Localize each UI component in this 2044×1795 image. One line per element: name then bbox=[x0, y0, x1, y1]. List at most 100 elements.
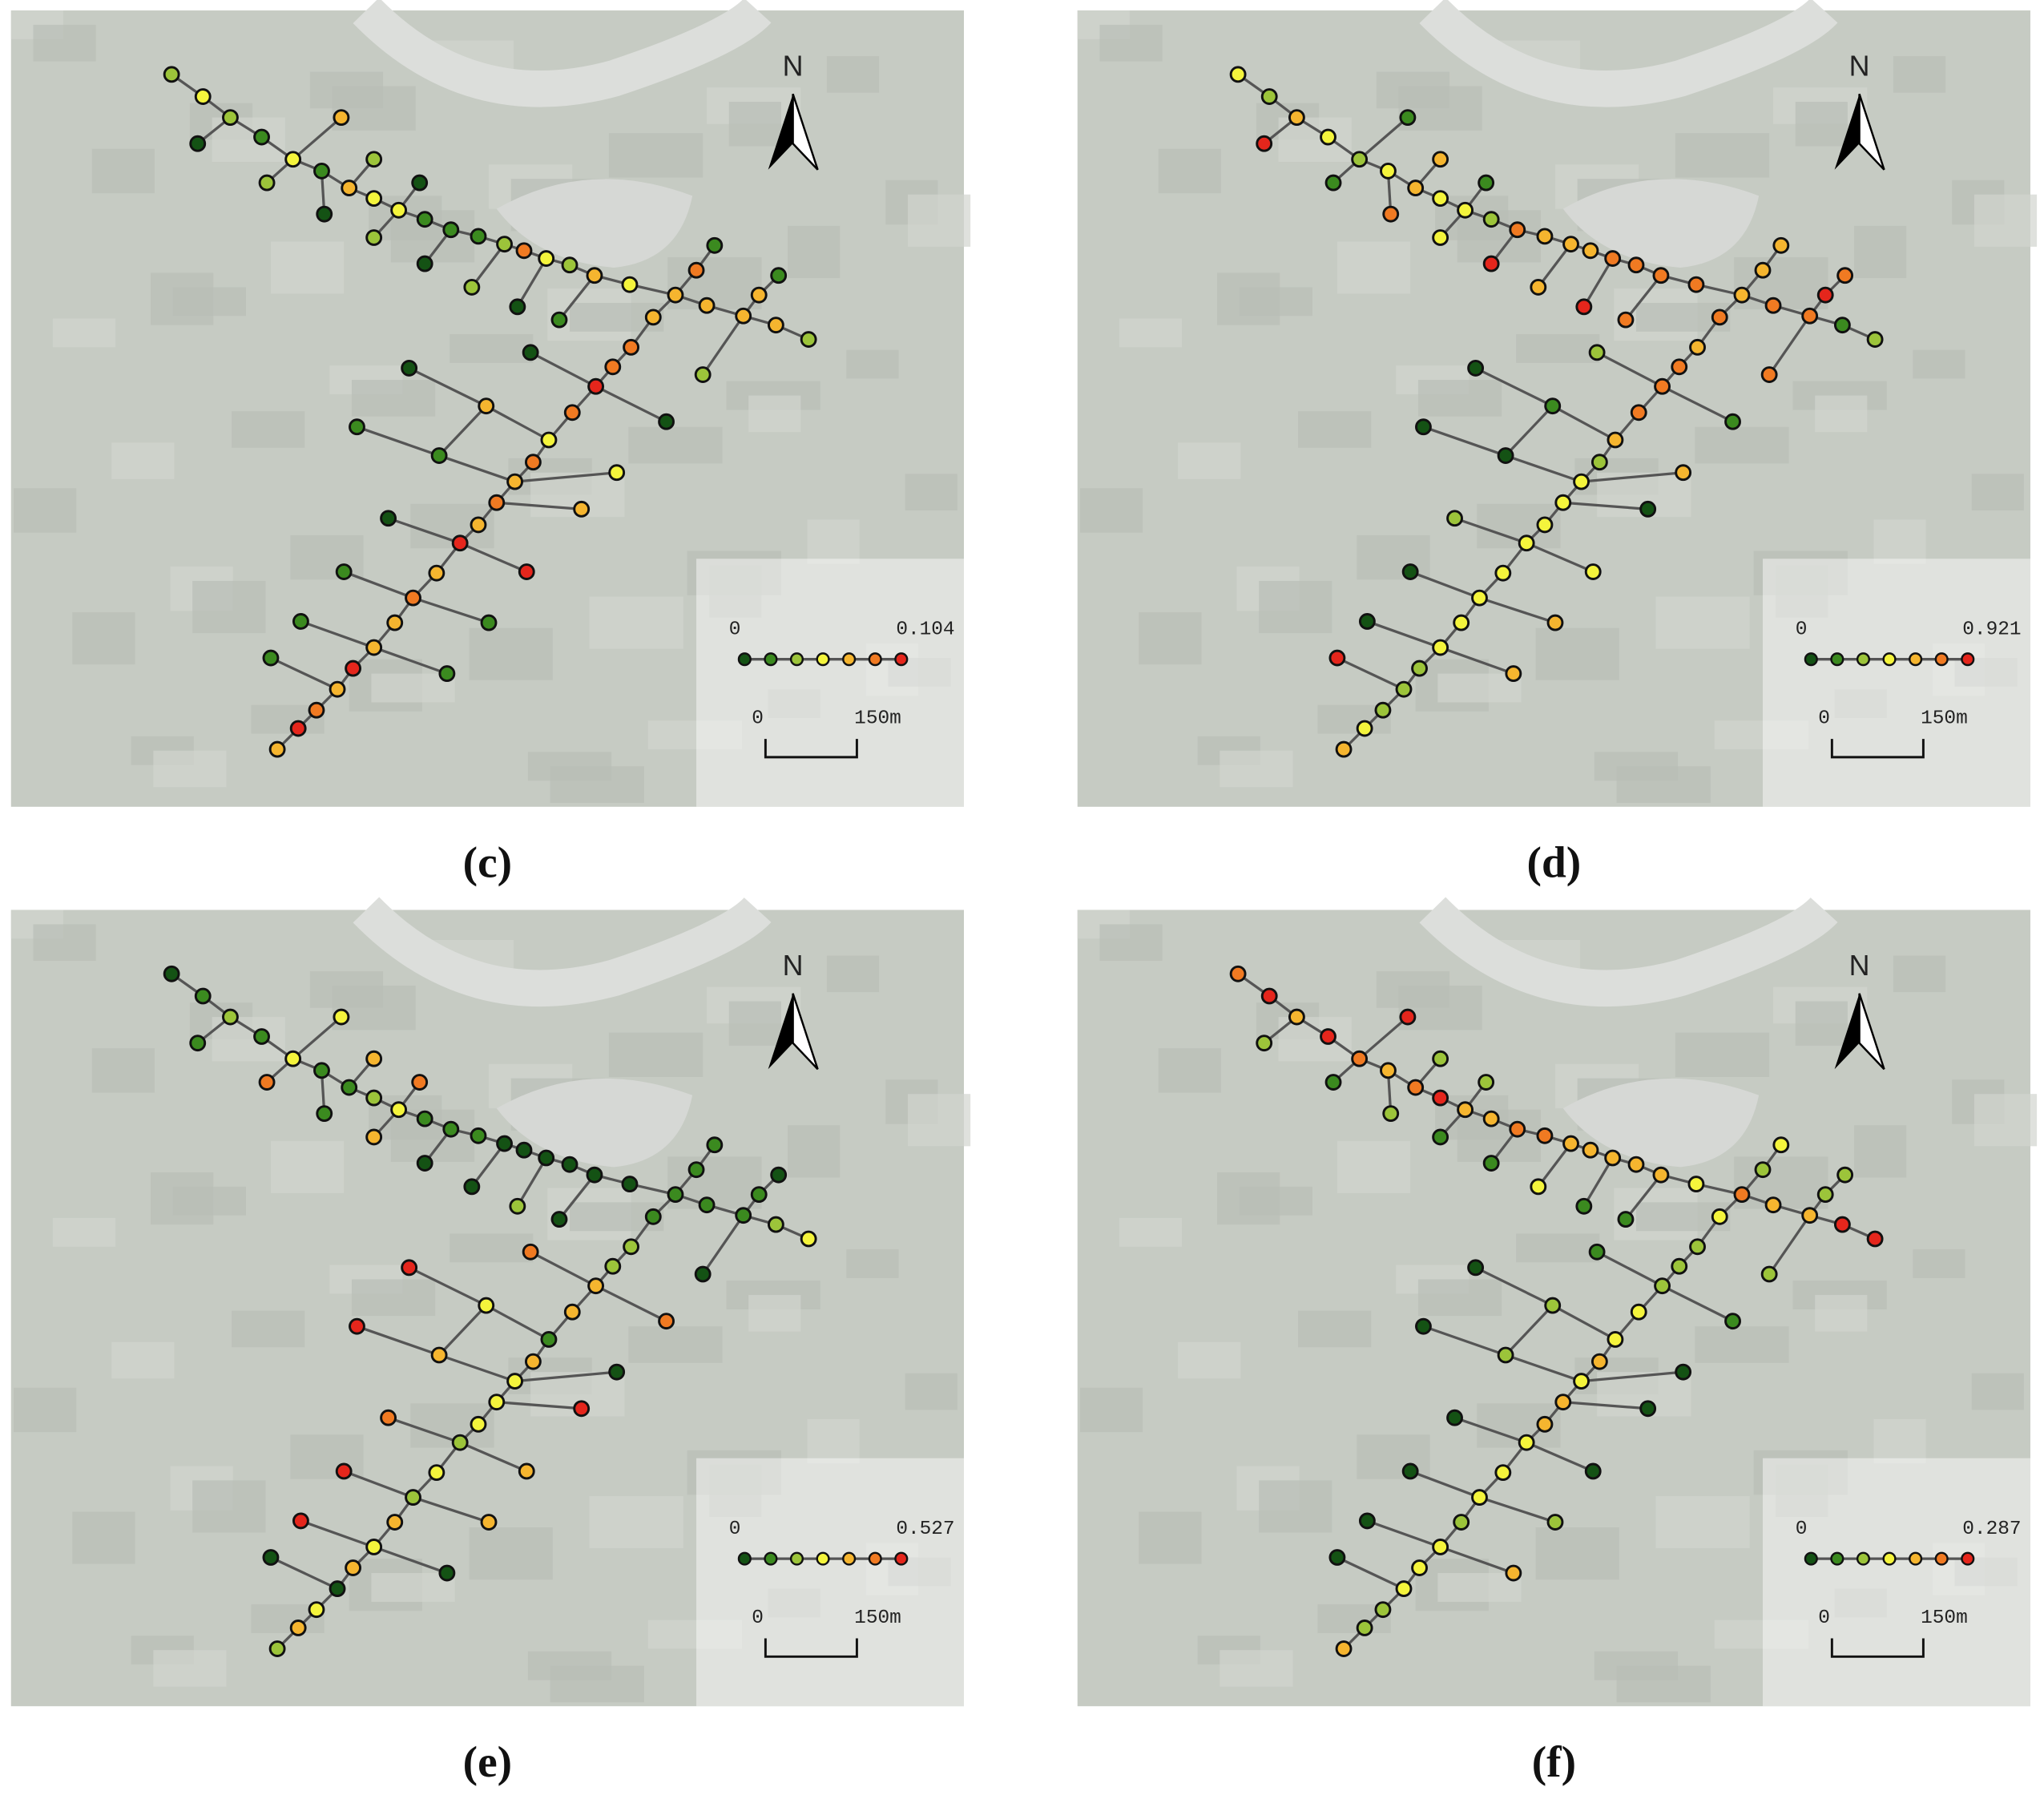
network-edge bbox=[1551, 1304, 1616, 1341]
station-node bbox=[345, 1559, 362, 1576]
building-block bbox=[667, 1156, 762, 1209]
building-block bbox=[232, 1310, 305, 1348]
station-node bbox=[1639, 500, 1657, 518]
legend-dot bbox=[1934, 652, 1949, 667]
station-node bbox=[470, 1127, 487, 1144]
station-node bbox=[1652, 1166, 1670, 1184]
station-node bbox=[335, 563, 353, 580]
station-node bbox=[416, 1110, 433, 1127]
station-node bbox=[623, 1238, 640, 1256]
station-node bbox=[1573, 473, 1590, 490]
station-node bbox=[1374, 1601, 1392, 1619]
station-node bbox=[1453, 614, 1470, 631]
network-edge bbox=[1366, 619, 1441, 649]
station-node bbox=[1407, 1079, 1425, 1096]
station-node bbox=[335, 1462, 353, 1480]
station-node bbox=[1288, 1008, 1305, 1026]
building-block bbox=[1357, 534, 1430, 580]
network-edge bbox=[1526, 542, 1594, 574]
lake bbox=[496, 1078, 693, 1168]
scale-min: 0 bbox=[1818, 708, 1830, 730]
building-block bbox=[172, 1186, 247, 1216]
station-node bbox=[1866, 1230, 1884, 1248]
map-panel: N 0 0.287 0 150m (f) bbox=[1077, 897, 2038, 1786]
station-node bbox=[329, 680, 346, 698]
network-edge bbox=[1409, 1470, 1481, 1499]
station-node bbox=[1358, 613, 1376, 630]
station-node bbox=[515, 242, 533, 260]
station-node bbox=[1356, 720, 1373, 737]
station-node bbox=[1607, 1331, 1624, 1348]
network-edge bbox=[558, 1174, 596, 1220]
station-node bbox=[540, 431, 558, 449]
scale-min: 0 bbox=[752, 708, 764, 730]
station-node bbox=[1288, 109, 1305, 127]
station-node bbox=[698, 296, 716, 314]
station-node bbox=[1687, 276, 1705, 293]
network-edge bbox=[1505, 1353, 1582, 1383]
station-node bbox=[1432, 1539, 1449, 1555]
station-node bbox=[380, 510, 397, 527]
building-block bbox=[1971, 1373, 2024, 1410]
station-node bbox=[800, 1230, 817, 1248]
station-node bbox=[1256, 135, 1273, 152]
station-node bbox=[189, 1035, 207, 1052]
station-node bbox=[1351, 1050, 1369, 1067]
legend-min: 0 bbox=[1796, 619, 1808, 641]
station-node bbox=[1432, 1089, 1449, 1107]
network-edge bbox=[1661, 1285, 1734, 1323]
legend-dot bbox=[1856, 652, 1871, 667]
building-block bbox=[647, 1620, 743, 1649]
station-node bbox=[1562, 236, 1579, 253]
station-node bbox=[365, 229, 383, 246]
station-node bbox=[561, 256, 579, 274]
station-node bbox=[1497, 447, 1514, 464]
station-node bbox=[1415, 418, 1432, 436]
legend-dot bbox=[1882, 652, 1897, 667]
station-node bbox=[1711, 1208, 1728, 1225]
station-node bbox=[509, 298, 526, 316]
building-block bbox=[1336, 241, 1411, 294]
building-block bbox=[1417, 1279, 1502, 1317]
legend-max: 0.527 bbox=[896, 1519, 954, 1540]
station-node bbox=[1358, 1512, 1376, 1530]
station-node bbox=[1229, 66, 1247, 83]
north-arrow-right bbox=[792, 93, 819, 171]
north-arrow-left bbox=[768, 94, 793, 170]
network-edge bbox=[1504, 1304, 1554, 1357]
scale-min: 0 bbox=[1818, 1607, 1830, 1629]
station-node bbox=[1833, 1216, 1851, 1233]
building-block bbox=[1734, 1156, 1828, 1209]
building-block bbox=[1854, 225, 1907, 278]
station-node bbox=[1544, 397, 1562, 415]
network-edge bbox=[514, 471, 617, 483]
building-block bbox=[608, 1032, 704, 1077]
building-block bbox=[1776, 565, 1828, 618]
station-node bbox=[1724, 1313, 1741, 1330]
building-block bbox=[1516, 1233, 1600, 1263]
building-block bbox=[1259, 580, 1332, 634]
network-edge bbox=[438, 454, 516, 483]
station-node bbox=[1671, 1257, 1688, 1275]
station-node bbox=[1671, 358, 1688, 376]
station-node bbox=[1432, 1050, 1449, 1067]
station-node bbox=[658, 1313, 675, 1330]
station-node bbox=[308, 1601, 325, 1619]
station-node bbox=[540, 1331, 558, 1348]
network-edge bbox=[1504, 405, 1554, 457]
building-block bbox=[589, 596, 683, 649]
station-node bbox=[401, 1259, 418, 1277]
network-edge bbox=[516, 257, 548, 308]
building-block bbox=[111, 1341, 175, 1379]
building-block bbox=[788, 1125, 841, 1178]
station-node bbox=[1478, 174, 1495, 192]
network-edge bbox=[595, 1285, 667, 1323]
network-edge bbox=[388, 517, 461, 545]
station-node bbox=[1536, 1127, 1554, 1144]
scale-min: 0 bbox=[752, 1607, 764, 1629]
legend-dot bbox=[789, 652, 804, 667]
station-node bbox=[1324, 174, 1342, 192]
station-node bbox=[1554, 1394, 1572, 1411]
station-node bbox=[405, 1489, 421, 1506]
building-block bbox=[550, 1665, 644, 1703]
